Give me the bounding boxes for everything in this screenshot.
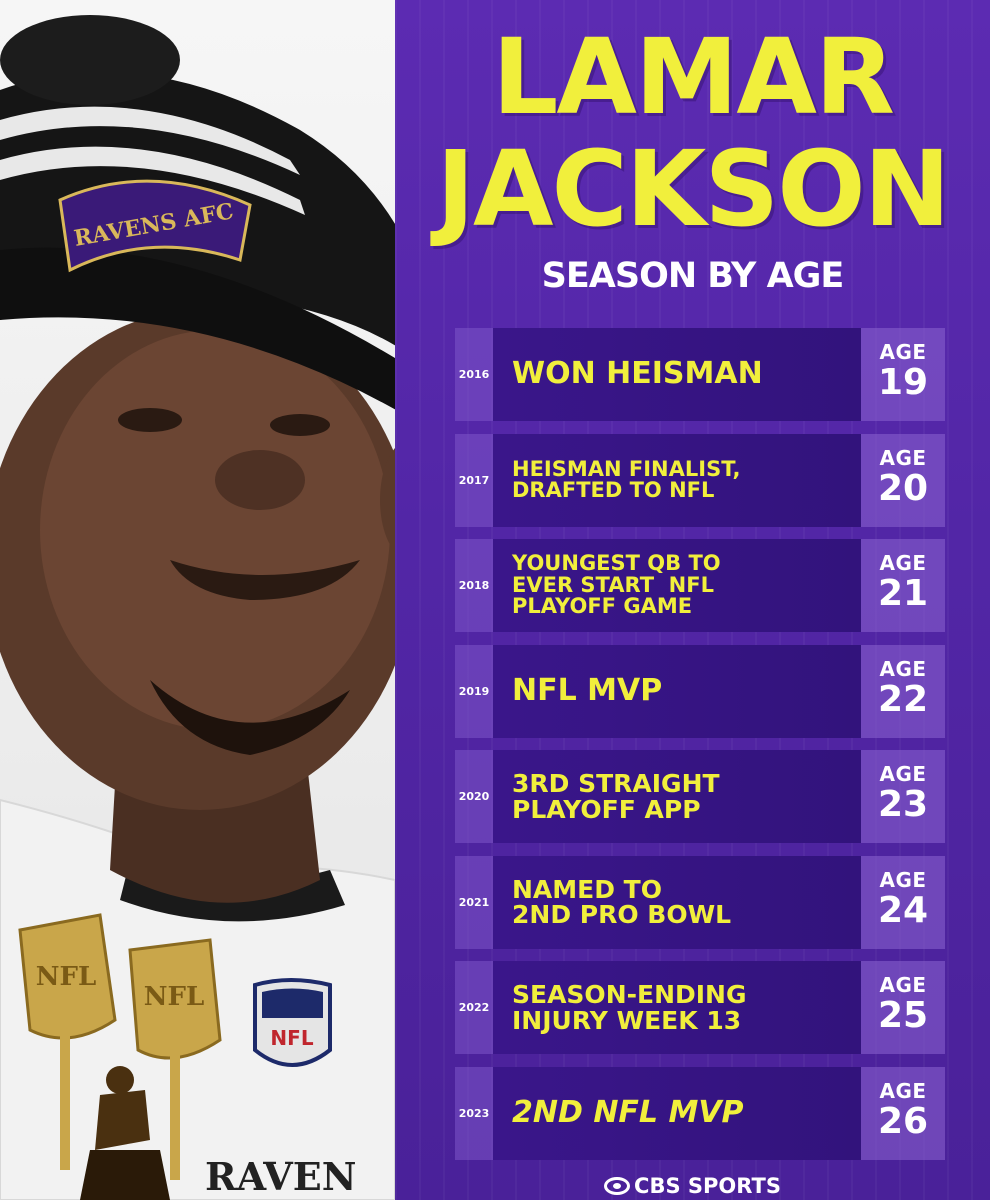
age-label: AGE [879,762,927,786]
season-year: 2017 [455,433,493,527]
title-first-name: LAMAR [492,16,895,138]
subtitle: SEASON BY AGE [541,256,845,296]
age-label: AGE [879,1078,927,1103]
age-label: AGE [879,656,927,681]
event-line: PLAYOFF GAME [512,594,693,619]
season-event: HEISMAN FINALIST, DRAFTED TO NFL [493,433,861,527]
age-value: 19 [877,362,929,403]
age-box: AGE 26 [861,1066,945,1160]
age-label: AGE [879,867,927,892]
player-photo: RAVENS AFC NFL NFL NFL [0,0,395,1200]
season-event: YOUNGEST QB TO EVER START NFL PLAYOFF GA… [493,539,861,632]
brand-footer: CBS SPORTS [395,1174,990,1198]
event-line: 3RD STRAIGHT [512,769,720,798]
season-event: SEASON-ENDING INJURY WEEK 13 [493,961,861,1054]
nfl-shield-icon: NFL [18,913,117,1170]
age-value: 23 [877,784,929,825]
title-last-name: JACKSON [436,128,950,250]
player-illustration: RAVENS AFC NFL NFL NFL [0,15,395,1200]
nfl-logo-icon: NFL [253,978,332,1067]
age-box: AGE 24 [861,855,945,949]
age-box: AGE 23 [861,750,945,843]
event-line: INJURY WEEK 13 [512,1005,742,1035]
event-line: HEISMAN FINALIST, [512,456,741,481]
season-year: 2019 [455,644,493,738]
svg-text:NFL: NFL [144,982,205,1012]
season-year: 2021 [455,855,493,949]
age-value: 20 [877,467,929,509]
brand-name: CBS SPORTS [634,1174,781,1198]
age-box: AGE 21 [861,539,945,632]
season-event: NFL MVP [493,644,861,738]
age-box: AGE 20 [861,433,945,527]
season-event: 2ND NFL MVP [493,1066,861,1160]
event-line: DRAFTED TO NFL [512,478,715,502]
season-event: 3RD STRAIGHT PLAYOFF APP [493,750,861,843]
age-box: AGE 19 [861,328,945,421]
jersey-wordmark: RAVEN [205,1154,356,1199]
svg-text:NFL: NFL [36,962,97,992]
season-year: 2022 [455,961,493,1054]
age-label: AGE [879,340,927,364]
age-label: AGE [879,445,927,470]
season-year: 2023 [455,1066,493,1160]
season-year: 2018 [455,539,493,632]
age-value: 21 [877,573,929,614]
event-line: SEASON-ENDING [512,980,747,1009]
season-row: 2023 2ND NFL MVP AGE 26 [455,1066,945,1160]
heisman-trophy-icon [80,1066,170,1200]
season-row: 2021 NAMED TO 2ND PRO BOWL AGE 24 [455,855,945,949]
age-value: 22 [877,678,929,720]
event-line: YOUNGEST QB TO [512,551,721,576]
season-row: 2016 WON HEISMAN AGE 19 [455,328,945,421]
season-row: 2020 3RD STRAIGHT PLAYOFF APP AGE 23 [455,750,945,843]
event-line: WON HEISMAN [512,356,763,392]
event-line: 2ND NFL MVP [512,1094,744,1130]
season-row: 2018 YOUNGEST QB TO EVER START NFL PLAYO… [455,539,945,632]
age-value: 26 [877,1100,929,1142]
svg-text:NFL: NFL [270,1026,313,1050]
season-year: 2016 [455,328,493,421]
age-box: AGE 22 [861,644,945,738]
age-value: 24 [877,889,929,931]
age-label: AGE [879,973,927,997]
event-line: 2ND PRO BOWL [512,900,732,929]
season-event: WON HEISMAN [493,328,861,421]
age-label: AGE [879,551,927,575]
event-line: NFL MVP [512,672,663,708]
season-year: 2020 [455,750,493,843]
event-line: NAMED TO [512,874,662,904]
season-rows: 2016 WON HEISMAN AGE 19 2017 HEISMAN FIN… [455,328,945,1172]
stats-panel: LAMAR JACKSON SEASON BY AGE 2016 WON HEI… [395,0,990,1200]
season-row: 2017 HEISMAN FINALIST, DRAFTED TO NFL AG… [455,433,945,527]
season-row: 2019 NFL MVP AGE 22 [455,644,945,738]
nfl-shield-icon: NFL [128,938,222,1180]
age-value: 25 [877,995,929,1036]
event-line: EVER START NFL [512,572,714,597]
age-box: AGE 25 [861,961,945,1054]
cbs-eye-icon [604,1177,631,1195]
event-line: PLAYOFF APP [512,794,701,824]
season-event: NAMED TO 2ND PRO BOWL [493,855,861,949]
season-row: 2022 SEASON-ENDING INJURY WEEK 13 AGE 25 [455,961,945,1054]
